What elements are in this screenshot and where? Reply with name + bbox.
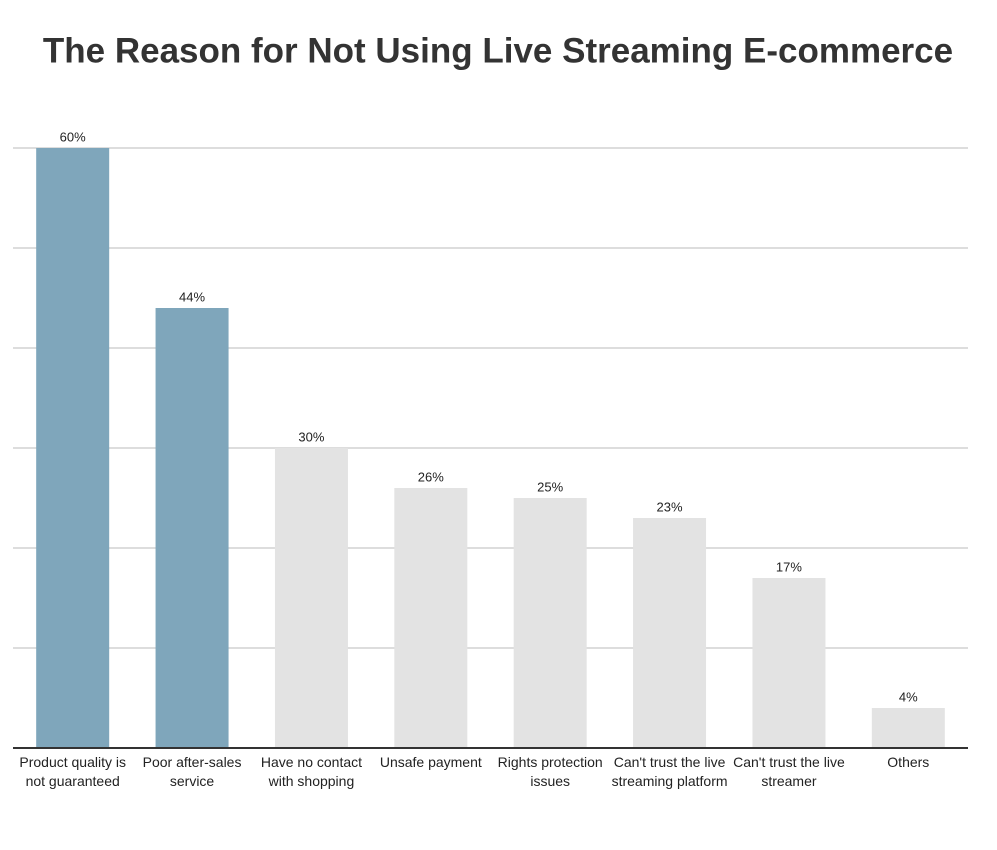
bar [394, 488, 468, 748]
value-label: 30% [298, 429, 324, 444]
x-tick-label: Can't trust the live streaming platform [611, 754, 728, 789]
x-tick-label: Others [887, 754, 930, 770]
bar [274, 448, 348, 748]
x-tick-label: Poor after-sales service [142, 754, 242, 789]
x-tick-label: Rights protection issues [497, 754, 603, 789]
value-label: 60% [60, 129, 86, 144]
bar [871, 708, 945, 748]
value-label: 23% [657, 499, 683, 514]
x-tick-label: Unsafe payment [379, 754, 482, 770]
chart-title: The Reason for Not Using Live Streaming … [43, 31, 953, 70]
bar [36, 148, 110, 748]
value-label: 17% [776, 559, 802, 574]
x-tick-label: Product quality is not guaranteed [19, 754, 126, 789]
value-label: 25% [537, 479, 563, 494]
value-label: 44% [179, 289, 205, 304]
x-tick-label: Have no contact with shopping [260, 754, 363, 789]
bar [633, 518, 707, 748]
x-tick-label: Can't trust the live streamer [733, 754, 845, 789]
value-label: 26% [418, 469, 444, 484]
bar [752, 578, 826, 748]
bar [155, 308, 229, 748]
value-label: 4% [899, 689, 918, 704]
bar [513, 498, 587, 748]
